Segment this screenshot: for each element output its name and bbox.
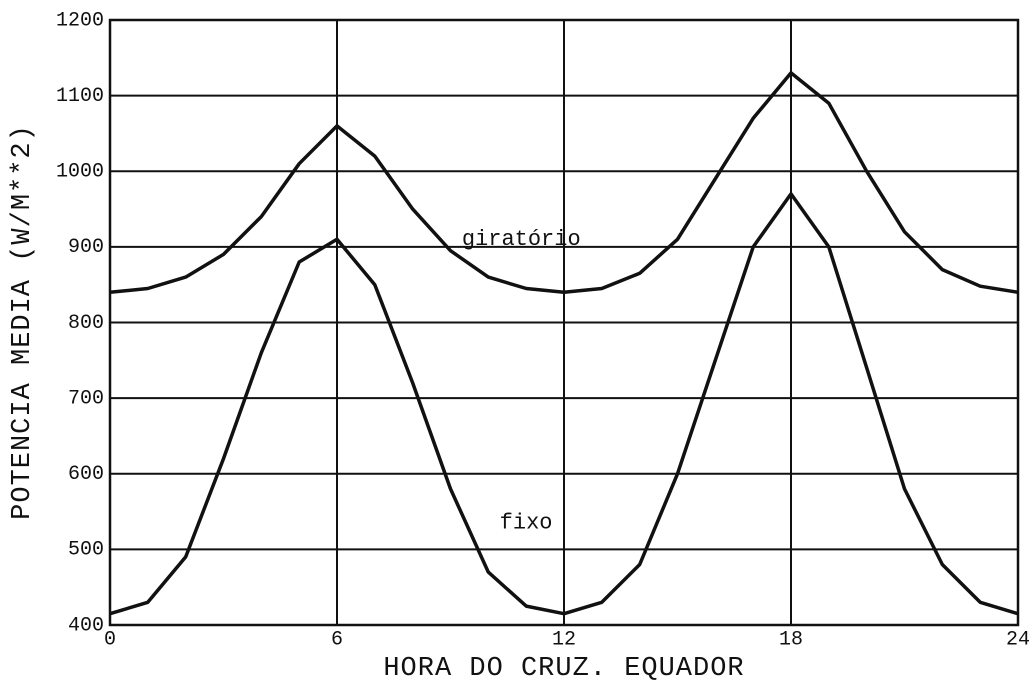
series-label: giratório: [462, 227, 581, 252]
x-tick-label: 24: [1006, 628, 1030, 651]
x-tick-label: 12: [552, 628, 576, 651]
y-tick-label: 1200: [56, 9, 104, 32]
y-tick-label: 1100: [56, 85, 104, 108]
line: [109, 192, 1019, 616]
x-axis-title: HORA DO CRUZ. EQUADOR: [383, 654, 744, 684]
y-tick-label: 400: [68, 614, 104, 637]
y-axis-title: POTENCIA MEDIA (W/M**2): [8, 124, 38, 520]
y-tick-label: 600: [68, 463, 104, 486]
y-tick-label: 1000: [56, 161, 104, 184]
line: [109, 71, 1019, 295]
y-tick-label: 900: [68, 236, 104, 259]
x-tick-label: 0: [104, 628, 116, 651]
y-tick-label: 800: [68, 312, 104, 335]
y-tick-label: 700: [68, 387, 104, 410]
x-tick-label: 18: [779, 628, 803, 651]
x-tick-label: 6: [331, 628, 343, 651]
y-tick-label: 500: [68, 539, 104, 562]
series-label: fixo: [500, 511, 553, 536]
